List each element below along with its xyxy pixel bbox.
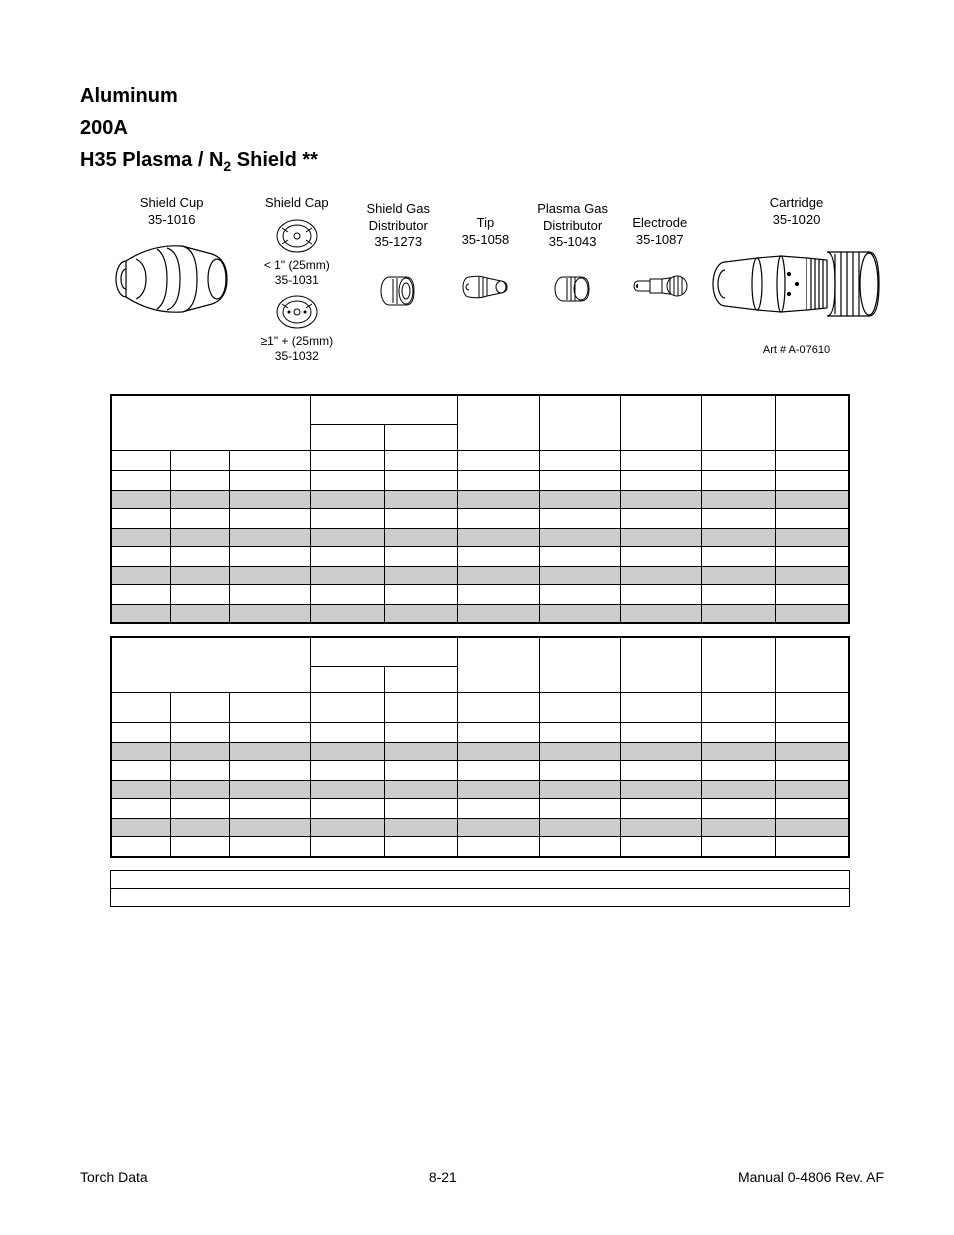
tip-icon <box>461 272 509 302</box>
plasma-gas-sub: Distributor <box>543 218 602 233</box>
shield-cap-opt1-txt: < 1" (25mm) <box>264 258 330 272</box>
heading-aluminum: Aluminum <box>80 80 884 112</box>
plasma-gas-title: Plasma Gas <box>537 201 608 216</box>
shield-cup-icon <box>112 234 232 324</box>
electrode-title: Electrode <box>632 215 687 230</box>
shield-gas-title: Shield Gas <box>366 201 430 216</box>
shield-cup-title: Shield Cup <box>140 195 204 210</box>
cartridge-title: Cartridge <box>770 195 823 210</box>
footer-center: 8-21 <box>429 1169 457 1185</box>
shield-cap-opt2-txt: ≥1" + (25mm) <box>261 334 334 348</box>
plasma-gas-num: 35-1043 <box>549 234 597 249</box>
part-plasma-gas-distributor: Plasma Gas Distributor 35-1043 <box>535 201 611 304</box>
part-shield-gas-distributor: Shield Gas Distributor 35-1273 <box>360 201 436 308</box>
art-number: Art # A-07610 <box>763 344 830 356</box>
heading-amperage: 200A <box>80 112 884 144</box>
shield-cap-opt1-num: 35-1031 <box>275 273 319 287</box>
cartridge-icon <box>709 234 884 334</box>
cartridge-num: 35-1020 <box>773 212 821 227</box>
shield-cup-num: 35-1016 <box>148 212 196 227</box>
footer-left: Torch Data <box>80 1169 148 1185</box>
shield-cap-title: Shield Cap <box>265 195 329 211</box>
electrode-num: 35-1087 <box>636 232 684 247</box>
notes-table <box>110 870 850 907</box>
part-electrode: Electrode 35-1087 <box>627 215 693 298</box>
tip-title: Tip <box>477 215 495 230</box>
electrode-icon <box>632 274 688 298</box>
shield-gas-icon <box>378 274 418 308</box>
tip-num: 35-1058 <box>462 232 510 247</box>
shield-cap-opt2-num: 35-1032 <box>275 349 319 363</box>
part-shield-cup: Shield Cup 35-1016 <box>110 195 233 324</box>
notes-row <box>111 888 850 906</box>
shield-gas-num: 35-1273 <box>374 234 422 249</box>
page-headings: Aluminum 200A H35 Plasma / N2 Shield ** <box>80 80 884 177</box>
notes-row <box>111 870 850 888</box>
shield-cap-icon-2 <box>274 294 320 330</box>
part-cartridge: Cartridge 35-1020 <box>709 195 884 356</box>
data-tables <box>110 394 850 907</box>
part-shield-cap: Shield Cap < 1" (25mm) 35-1031 <box>249 195 344 363</box>
page-footer: Torch Data 8-21 Manual 0-4806 Rev. AF <box>80 1169 884 1185</box>
heading-gas-config: H35 Plasma / N2 Shield ** <box>80 144 884 177</box>
parts-diagram-row: Shield Cup 35-1016 Shield Cap <box>110 195 884 363</box>
footer-right: Manual 0-4806 Rev. AF <box>738 1169 884 1185</box>
cut-chart-table-1 <box>110 394 850 624</box>
cut-chart-table-2 <box>110 636 850 858</box>
plasma-gas-icon <box>553 274 593 304</box>
part-tip: Tip 35-1058 <box>452 215 518 302</box>
shield-gas-sub: Distributor <box>369 218 428 233</box>
shield-cap-icon-1 <box>274 218 320 254</box>
